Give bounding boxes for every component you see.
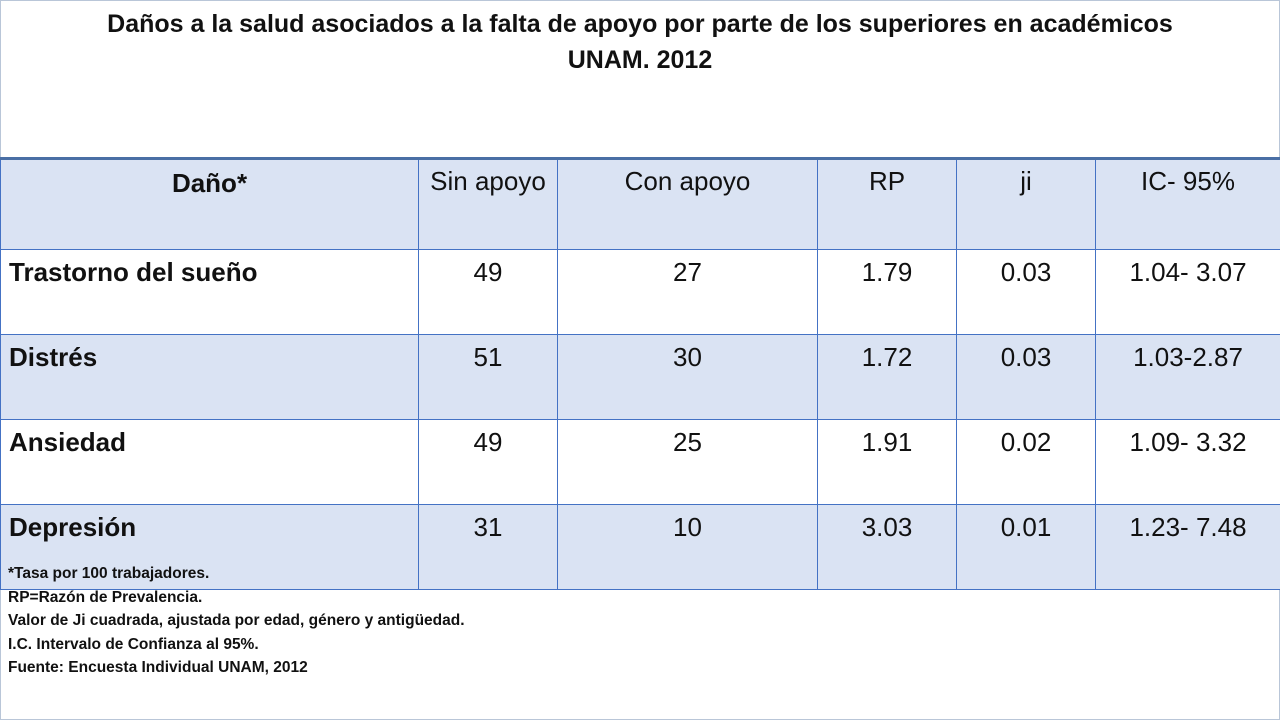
title-line-1: Daños a la salud asociados a la falta de… — [107, 10, 1173, 38]
header-con-apoyo: Con apoyo — [557, 157, 818, 250]
cell-ji: 0.01 — [956, 504, 1096, 590]
cell-sin-apoyo: 49 — [418, 419, 558, 505]
cell-con-apoyo: 10 — [557, 504, 818, 590]
cell-ji: 0.02 — [956, 419, 1096, 505]
cell-dano: Ansiedad — [0, 419, 419, 505]
header-sin-apoyo: Sin apoyo — [418, 157, 558, 250]
cell-ic: 1.04- 3.07 — [1095, 249, 1280, 335]
cell-ic: 1.09- 3.32 — [1095, 419, 1280, 505]
footnote-rp: RP=Razón de Prevalencia. — [8, 588, 203, 606]
table-row: Distrés 51 30 1.72 0.03 1.03-2.87 — [0, 334, 1280, 420]
cell-sin-apoyo: 31 — [418, 504, 558, 590]
cell-rp: 1.91 — [817, 419, 957, 505]
table-row: Depresión 31 10 3.03 0.01 1.23- 7.48 — [0, 504, 1280, 590]
cell-ic: 1.03-2.87 — [1095, 334, 1280, 420]
cell-ji: 0.03 — [956, 249, 1096, 335]
cell-ic: 1.23- 7.48 — [1095, 504, 1280, 590]
table-row: Ansiedad 49 25 1.91 0.02 1.09- 3.32 — [0, 419, 1280, 505]
table-header-row: Daño* Sin apoyo Con apoyo RP ji IC- 95% — [0, 157, 1280, 250]
footnote-fuente: Fuente: Encuesta Individual UNAM, 2012 — [8, 659, 308, 676]
title-line-2: UNAM. 2012 — [567, 46, 713, 74]
cell-dano: Trastorno del sueño — [0, 249, 419, 335]
cell-sin-apoyo: 49 — [418, 249, 558, 335]
header-dano: Daño* — [0, 157, 419, 250]
footnote-tasa: *Tasa por 100 trabajadores. — [8, 565, 210, 582]
footnotes: *Tasa por 100 trabajadores. RP=Razón de … — [8, 562, 465, 680]
cell-ji: 0.03 — [956, 334, 1096, 420]
cell-con-apoyo: 27 — [557, 249, 818, 335]
cell-con-apoyo: 30 — [557, 334, 818, 420]
header-ji: ji — [956, 157, 1096, 250]
cell-rp: 1.72 — [817, 334, 957, 420]
footnote-ic: I.C. Intervalo de Confianza al 95%. — [8, 635, 259, 653]
results-table: Daño* Sin apoyo Con apoyo RP ji IC- 95% … — [0, 157, 1280, 590]
cell-sin-apoyo: 51 — [418, 334, 558, 420]
cell-rp: 1.79 — [817, 249, 957, 335]
header-ic: IC- 95% — [1095, 157, 1280, 250]
cell-rp: 3.03 — [817, 504, 957, 590]
cell-con-apoyo: 25 — [557, 419, 818, 505]
cell-dano: Depresión — [0, 504, 419, 590]
header-rp: RP — [817, 157, 957, 250]
table-row: Trastorno del sueño 49 27 1.79 0.03 1.04… — [0, 249, 1280, 335]
footnote-ji: Valor de Ji cuadrada, ajustada por edad,… — [8, 612, 465, 629]
cell-dano: Distrés — [0, 334, 419, 420]
slide-title: Daños a la salud asociados a la falta de… — [0, 6, 1280, 78]
